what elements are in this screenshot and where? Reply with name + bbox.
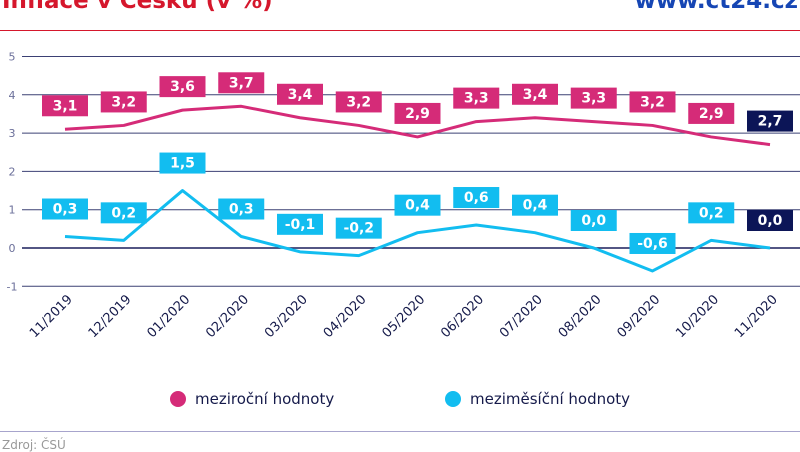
data-label: 3,2 (640, 94, 665, 110)
data-label-box (218, 72, 265, 94)
y-tick-label: 2 (9, 165, 16, 178)
line-chart: 5 4 3 2 1 0 -1 11/2019 12/2019 01/2020 02/2020 03/2… (7, 51, 800, 341)
data-label: 3,4 (288, 87, 313, 103)
legend-item-mom: meziměsíční hodnoty (445, 390, 630, 408)
data-label-box (335, 217, 382, 239)
data-label: 3,2 (346, 94, 371, 110)
data-label: 3,3 (464, 91, 489, 107)
data-label: 3,4 (523, 87, 548, 103)
data-label: 3,7 (229, 75, 254, 91)
x-tick-label: 05/2020 (380, 292, 429, 341)
data-label: -0,2 (343, 221, 374, 237)
series-line-1 (64, 189, 771, 273)
data-label: 0,2 (699, 205, 724, 221)
data-label: 0,4 (405, 198, 430, 214)
data-label-box (747, 210, 793, 231)
footer-divider (0, 431, 800, 432)
x-tick-label: 11/2019 (27, 292, 76, 341)
x-tick-label: 08/2020 (556, 292, 605, 341)
data-label: 3,6 (170, 79, 195, 95)
data-label: 3,2 (111, 94, 136, 110)
legend-dot-mom (445, 391, 461, 407)
x-tick-label: 03/2020 (262, 292, 311, 341)
data-label-box (42, 198, 88, 220)
x-tick-label: 06/2020 (438, 292, 487, 341)
data-label: 3,1 (53, 98, 78, 114)
data-label-box (688, 102, 735, 124)
source-note: Zdroj: ČSÚ (2, 438, 66, 452)
y-tick-label: 3 (9, 127, 16, 140)
data-label-box (277, 83, 323, 105)
data-label-box (453, 187, 500, 209)
data-label: 0,4 (523, 198, 548, 214)
header-divider (0, 30, 800, 31)
data-label-box (100, 202, 147, 224)
data-label-box (277, 213, 323, 235)
data-label-box (159, 76, 206, 98)
data-label: 3,3 (581, 91, 606, 107)
data-label: 0,0 (581, 213, 606, 229)
data-label: 2,9 (405, 106, 430, 122)
data-label: 0,2 (111, 205, 136, 221)
data-label: 0,3 (53, 202, 78, 218)
x-tick-label: 01/2020 (145, 292, 194, 341)
y-tick-label: 5 (9, 51, 16, 64)
legend-label-yoy: meziroční hodnoty (195, 390, 335, 408)
data-label: 1,5 (170, 156, 195, 172)
data-label-box (453, 87, 500, 109)
data-label-box (570, 210, 617, 231)
data-label: 0,6 (464, 190, 489, 206)
legend-item-yoy: meziroční hodnoty (170, 390, 334, 408)
data-label-box (512, 194, 558, 216)
x-tick-label: 12/2019 (86, 292, 135, 341)
data-label-box (570, 87, 617, 109)
data-label-box (394, 102, 441, 124)
data-label-box (629, 232, 676, 254)
x-tick-label: 07/2020 (497, 292, 546, 341)
data-label-box (512, 83, 558, 105)
data-label-box (747, 110, 793, 132)
data-label-box (688, 202, 735, 224)
y-tick-label: 0 (9, 242, 16, 255)
legend-label-mom: meziměsíční hodnoty (470, 390, 631, 408)
y-tick-label: -1 (7, 280, 18, 293)
legend-dot-yoy (170, 391, 186, 407)
y-tick-label: 1 (9, 204, 16, 217)
data-label-box (629, 91, 676, 113)
data-label: -0,1 (285, 217, 316, 233)
data-label-box (42, 95, 88, 117)
data-label-box (100, 91, 147, 113)
series-line-0 (64, 104, 771, 147)
y-tick-label: 4 (9, 89, 16, 102)
data-label-box (159, 152, 206, 174)
x-tick-label: 11/2020 (732, 292, 781, 341)
data-label-box (394, 194, 441, 216)
data-label-box (335, 91, 382, 113)
data-label-box (218, 198, 265, 220)
x-tick-label: 04/2020 (321, 292, 370, 341)
x-tick-label: 09/2020 (615, 292, 664, 341)
x-tick-label: 10/2020 (673, 292, 722, 341)
data-label: 2,7 (758, 114, 783, 130)
data-label: 0,0 (758, 213, 783, 229)
data-label: 2,9 (699, 106, 724, 122)
x-tick-label: 02/2020 (203, 292, 252, 341)
data-label: 0,3 (229, 202, 254, 218)
chart-title: Inflace v Česku (v %) (2, 0, 273, 14)
site-link[interactable]: www.ct24.cz (634, 0, 798, 14)
data-label: -0,6 (637, 236, 668, 252)
